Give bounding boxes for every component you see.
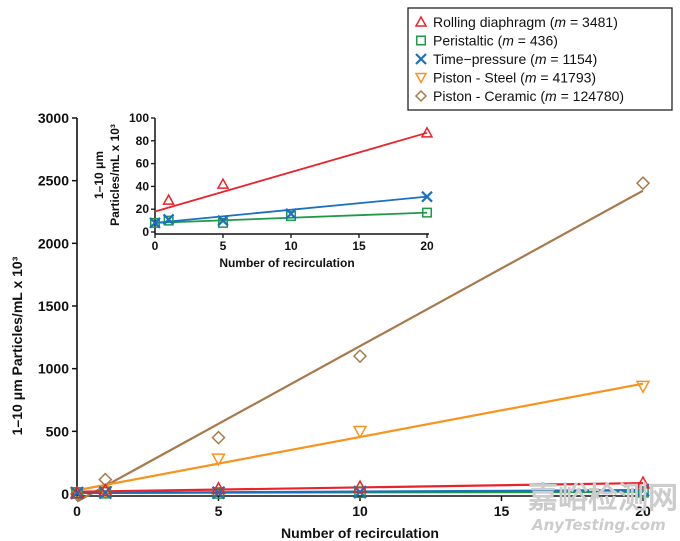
watermark-en: AnyTesting.com [531,516,666,534]
legend-box [407,7,673,111]
y-axis-title: 1–10 μm Particles/mL x 10³ [9,256,25,435]
data-point [352,425,368,439]
legend-series-name: Piston - Steel [433,70,516,86]
inset-y-tick-label: 60 [136,157,150,171]
x-tick-label: 20 [635,503,651,519]
x-tick-label: 15 [494,503,510,519]
inset-data-point [422,207,432,218]
inset-x-tick-label: 5 [220,239,227,253]
inset-data-point [421,190,433,203]
y-tick-label: 1500 [38,298,69,314]
data-point [352,349,368,364]
x-tick-label: 5 [215,503,223,519]
inset-x-tick-label: 0 [152,239,159,253]
data-point [211,430,226,445]
legend-slope-value: 41793 [552,70,591,86]
y-tick-label: 1000 [38,361,69,377]
legend-slope-value: 3481 [582,14,613,30]
legend-item-label: Time−pressure (m = 1154) [433,51,597,67]
x-tick-label: 10 [352,503,368,519]
data-point [98,485,113,500]
legend-marker-diamond [414,89,428,103]
data-point [635,380,651,394]
watermark: 嘉峪检测网 AnyTesting.com [528,481,678,534]
data-point [211,481,226,495]
legend-series-name: Rolling diaphragm [433,14,546,30]
data-point [635,176,651,191]
data-point [637,486,649,498]
y-tick-label: 2000 [38,235,69,251]
inset-y-tick-label: 40 [136,179,150,193]
inset-fit-line [154,211,428,224]
inset-x-tick-label: 10 [284,239,298,253]
inset-data-point [162,193,175,205]
legend-series-name: Peristaltic [433,33,494,49]
inset-data-point [216,177,230,189]
legend-slope-value: 436 [530,33,554,49]
inset-data-point [162,213,175,226]
legend: Rolling diaphragm (m = 3481) Peristaltic … [407,7,673,111]
legend-marker-square [416,35,426,46]
inset-data-point [420,126,434,138]
legend-marker-x [415,53,427,65]
inset-x-tick-label: 15 [352,239,366,253]
data-point [635,475,651,489]
inset-plot: 0 20 40 60 80 100 0 5 10 15 20 Number of recirculat… [92,111,434,270]
watermark-cn: 嘉峪检测网 [528,481,678,516]
data-point [69,485,85,499]
inset-data-point [163,215,174,226]
data-point [98,485,113,500]
inset-data-point [218,217,228,228]
inset-data-point [217,214,229,227]
inset-x-axis-title: Number of recirculation [219,256,354,270]
y-tick-label: 3000 [38,110,69,126]
inset-x-tick-label: 20 [420,239,434,253]
legend-marker-triangle-down [414,72,428,85]
legend-item-label: Rolling diaphragm (m = 3481) [433,14,618,30]
data-point [211,453,226,467]
inset-fit-line [154,131,428,213]
inset-data-point [149,217,161,229]
legend-series-name: Time−pressure [433,51,526,67]
inset-data-point [286,211,296,222]
data-point [98,482,113,497]
inset-y-axis-title-line: Particles/mL x 10³ [108,124,122,226]
legend-slope-value: 124780 [573,88,620,104]
data-point [352,479,368,493]
y-tick-label: 500 [46,423,70,439]
inset-y-tick-label: 0 [142,225,149,239]
legend-item-label: Peristaltic (m = 436) [433,33,558,49]
legend-item-label: Piston - Ceramic (m = 124780) [433,88,624,104]
legend-marker-triangle-up [414,15,428,27]
x-axis-title: Number of recirculation [281,525,439,541]
y-tick-label: 0 [61,486,69,502]
legend-slope-value: 1154 [562,51,592,67]
x-tick-label: 0 [73,503,81,519]
inset-y-axis-title-line: 1–10 μm [92,151,106,199]
y-tick-label: 2500 [38,173,69,189]
inset-data-point [285,207,297,220]
data-point [636,483,650,497]
inset-y-tick-label: 100 [129,111,149,125]
legend-item-label: Piston - Steel (m = 41793) [433,70,596,86]
inset-data-point [150,217,160,228]
inset-fit-line [154,195,428,224]
inset-y-tick-label: 20 [136,202,150,216]
fit-line-piston-ceramic [76,189,644,503]
data-point [70,486,84,500]
inset-y-tick-label: 80 [136,134,150,148]
legend-series-name: Piston - Ceramic [433,88,536,104]
